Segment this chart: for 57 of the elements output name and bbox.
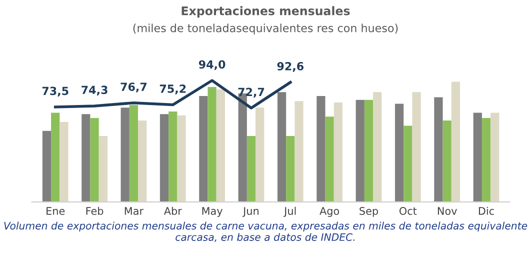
bar <box>160 114 169 202</box>
bar <box>208 86 216 202</box>
bar <box>82 114 90 202</box>
bar <box>98 136 108 202</box>
bar <box>482 118 491 202</box>
bar <box>442 120 452 202</box>
x-tick-label: May <box>202 207 223 217</box>
x-tick-label: Oct <box>399 207 417 215</box>
bar <box>138 120 147 202</box>
data-label: 75,2 <box>160 84 186 94</box>
bar <box>256 108 264 202</box>
bar <box>394 104 404 202</box>
x-tick-label: Sep <box>360 207 378 217</box>
data-label: 74,3 <box>82 86 108 96</box>
x-tick-label: Feb <box>86 206 104 215</box>
bar <box>434 97 443 202</box>
x-tick-label: Jun <box>242 207 258 217</box>
bar <box>129 105 138 202</box>
bar <box>42 130 52 202</box>
bar <box>316 96 326 202</box>
bar <box>277 92 286 202</box>
bar <box>246 136 256 202</box>
data-label: 73,5 <box>42 86 68 97</box>
bar <box>451 82 460 202</box>
bar <box>90 118 99 202</box>
bar <box>177 115 186 202</box>
bar <box>51 112 60 202</box>
x-tick-label: Nov <box>438 207 457 215</box>
x-tick-label: Ago <box>320 207 340 217</box>
chart-subtitle: (miles de toneladasequivalentes res con hueso) <box>133 24 398 34</box>
bar <box>60 122 68 202</box>
bar <box>216 90 225 202</box>
bar <box>325 116 334 202</box>
bar <box>473 112 482 202</box>
x-tick-label: Ene <box>46 207 65 215</box>
data-label: 76,7 <box>120 82 147 92</box>
bar <box>373 92 382 202</box>
data-label: 94,0 <box>198 60 226 70</box>
x-tick-label: Jul <box>284 206 296 217</box>
bar <box>490 112 500 202</box>
x-tick-label: Dic <box>478 206 494 215</box>
bar <box>168 112 178 202</box>
bar <box>199 96 208 202</box>
x-tick-label: Abr <box>164 206 182 215</box>
bar <box>334 102 342 202</box>
data-label: 72,7 <box>238 88 264 98</box>
bar <box>404 126 412 202</box>
chart-title: Exportaciones mensuales <box>182 6 350 18</box>
bar <box>120 108 130 202</box>
bar <box>364 100 374 202</box>
bar <box>286 136 295 202</box>
bar <box>356 100 364 202</box>
bar <box>412 92 421 202</box>
x-tick-label: Mar <box>124 207 144 215</box>
bar <box>294 101 304 202</box>
data-label: 92,6 <box>277 62 304 72</box>
text: Volumen de exportaciones mensuales de carne vacuna, expresadas en miles de toneladas equivalente carcasa, en base a datos de INDEC. <box>4 222 528 242</box>
